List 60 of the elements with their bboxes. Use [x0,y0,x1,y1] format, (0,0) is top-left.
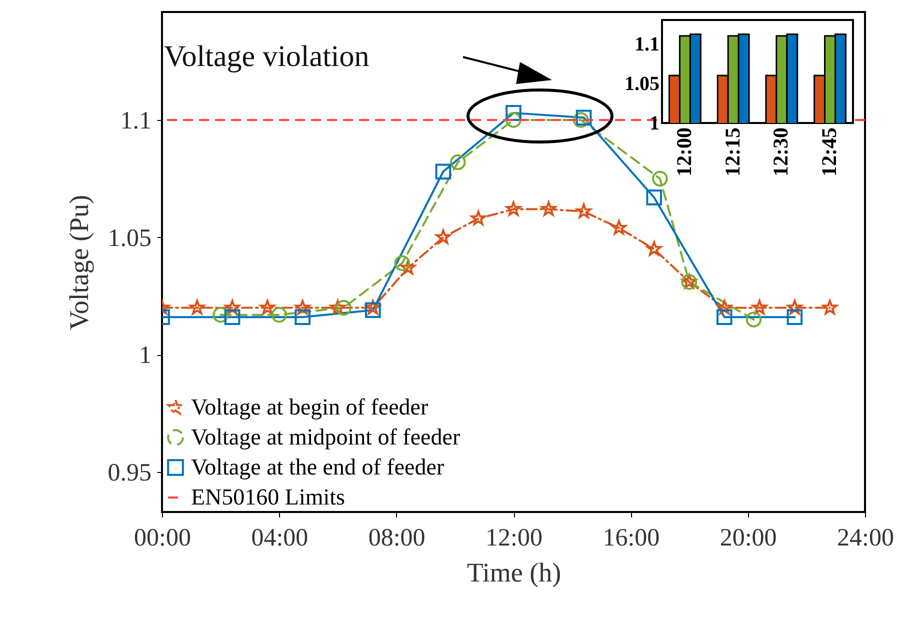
point [572,112,589,128]
point [295,300,310,314]
annotation: Voltage violation [164,40,370,73]
point [506,112,522,128]
point [330,300,346,314]
x-tick-label: 16:00 [602,524,660,552]
y-tick-label: 0.95 [108,460,152,487]
y-tick-label: 1.1 [634,33,660,56]
point [646,241,662,256]
point [450,154,466,170]
point [294,309,310,326]
y-axis-title: Voltage (Pu) [64,194,94,330]
point [576,110,592,126]
point [576,204,592,218]
y-tick-label: 1.1 [120,107,152,134]
x-tick-label: 20:00 [720,524,777,552]
point [260,300,275,314]
x-axis-title: Time (h) [466,558,562,588]
x-tick-label: 12:15 [720,128,744,176]
point [400,260,416,274]
point [435,164,452,180]
legend-label: Voltage at begin of feeder [191,394,428,420]
point [470,210,486,226]
point [752,300,768,314]
point [190,300,205,314]
legend-label: Voltage at midpoint of feeder [191,424,460,450]
point [746,312,762,328]
point [611,220,626,235]
x-tick-label: 12:00 [486,524,542,552]
x-tick-label: 12:45 [817,128,842,176]
point [394,255,410,272]
point [787,300,802,314]
point [646,190,662,206]
point [652,170,668,187]
point [224,300,240,314]
point [365,300,380,314]
y-tick-label: 1 [139,342,152,370]
y-tick-label: 1.05 [108,224,152,252]
point [716,309,732,326]
point [271,306,288,323]
x-tick-label: 12:00 [672,128,696,176]
point [212,306,228,323]
x-tick-label: 04:00 [251,524,308,552]
point [716,300,732,314]
point [506,201,522,216]
x-tick-label: 08:00 [368,524,426,552]
x-tick-label: 12:30 [768,128,793,176]
point [541,201,556,216]
legend-label: EN50160 Limits [191,484,346,510]
x-tick-label: 24:00 [837,524,894,552]
legend-label: Voltage at the end of feeder [191,454,444,480]
point [786,309,803,326]
point [336,300,352,316]
point [506,105,522,121]
point [822,300,838,314]
point [436,229,451,244]
y-tick-label: 1.05 [624,72,660,95]
x-tick-label: 00:00 [134,524,191,552]
point [365,302,381,318]
point [224,309,240,326]
